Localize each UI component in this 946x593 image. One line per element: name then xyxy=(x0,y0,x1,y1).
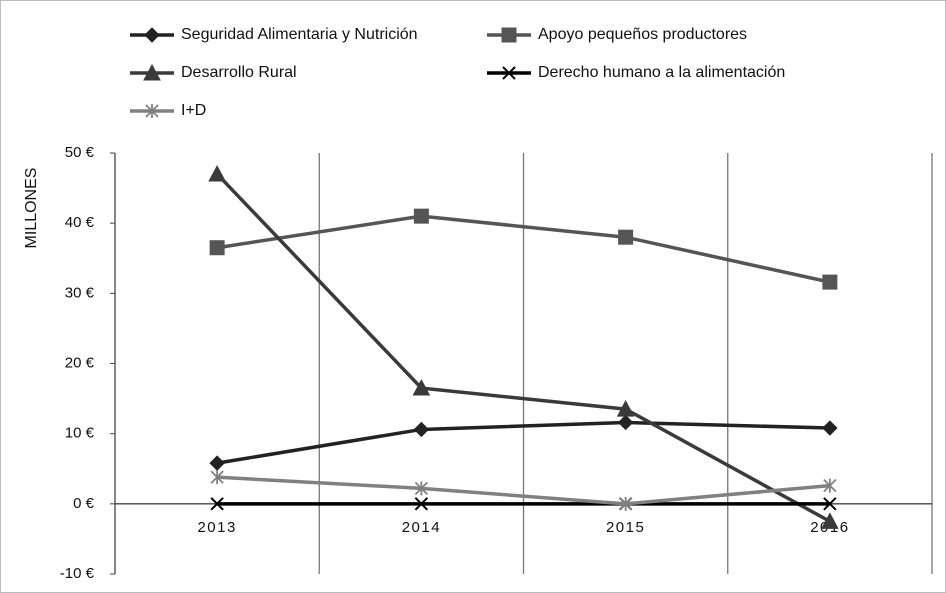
point xyxy=(616,400,635,417)
legend-label: I+D xyxy=(181,102,206,119)
legend-marker xyxy=(143,63,161,81)
point xyxy=(412,378,431,396)
legend-marker xyxy=(145,104,159,118)
point xyxy=(618,229,634,245)
point xyxy=(414,497,429,511)
point xyxy=(209,240,225,256)
y-tick-label: 10 € xyxy=(65,425,95,442)
x-tick-label: 2014 xyxy=(402,519,441,536)
series-line xyxy=(216,214,831,284)
series-line xyxy=(215,172,831,523)
point xyxy=(210,497,224,511)
legend-label: Seguridad Alimentaria y Nutrición xyxy=(181,26,418,43)
point xyxy=(617,414,634,431)
point xyxy=(208,164,226,182)
point xyxy=(413,421,430,438)
point xyxy=(210,470,224,485)
point xyxy=(618,496,633,511)
x-tick-label: 2013 xyxy=(197,519,236,536)
point xyxy=(414,481,429,496)
legend-label: Desarrollo Rural xyxy=(181,64,297,81)
legend-marker xyxy=(144,27,160,43)
y-axis-label: MILLONES xyxy=(23,168,40,249)
point xyxy=(823,478,837,493)
x-tick-label: 2015 xyxy=(606,519,645,536)
point xyxy=(823,497,837,511)
y-tick-label: 20 € xyxy=(65,354,95,371)
series-line xyxy=(216,420,830,465)
point xyxy=(822,274,838,290)
point xyxy=(821,512,839,529)
y-tick-label: -10 € xyxy=(60,565,95,582)
point xyxy=(413,208,429,224)
legend-marker xyxy=(502,66,516,80)
y-tick-label: 50 € xyxy=(65,144,95,161)
y-tick-label: 0 € xyxy=(73,495,95,512)
legend-marker xyxy=(501,27,517,43)
y-tick-label: 40 € xyxy=(65,214,95,231)
point xyxy=(209,455,225,471)
point xyxy=(822,420,838,436)
legend-label: Apoyo pequeños productores xyxy=(538,26,747,43)
legend-label: Derecho humano a la alimentación xyxy=(538,64,785,81)
series-line xyxy=(217,475,831,506)
y-tick-label: 30 € xyxy=(65,284,95,301)
